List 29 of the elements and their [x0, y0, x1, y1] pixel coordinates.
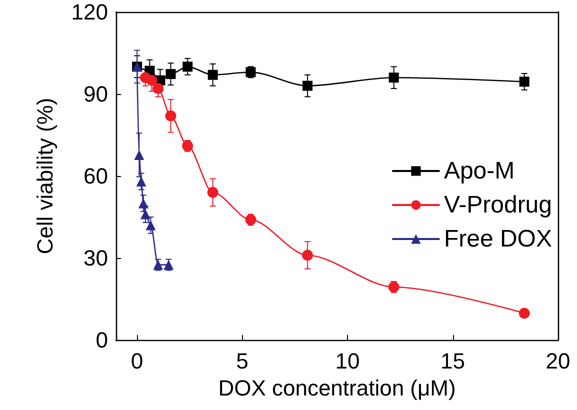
point — [245, 214, 256, 226]
point — [207, 186, 218, 198]
x-tick-label: 0 — [130, 348, 144, 374]
y-tick-label: 0 — [96, 328, 108, 352]
point — [182, 62, 193, 72]
point — [146, 220, 156, 230]
x-axis-title: DOX concentration (μM) — [218, 375, 456, 400]
point — [519, 76, 530, 87]
point — [166, 69, 176, 80]
legend-label: Apo-M — [444, 158, 515, 184]
point — [146, 74, 158, 86]
legend-label: Free DOX — [444, 226, 552, 252]
point — [302, 80, 313, 91]
y-axis-title: Cell viability (%) — [32, 98, 58, 254]
legend-label: V-Prodrug — [444, 192, 552, 218]
y-tick-label: 60 — [84, 164, 108, 188]
x-tick-label: 5 — [236, 348, 248, 374]
point — [165, 110, 176, 122]
point — [388, 72, 399, 83]
y-tick-label: 30 — [84, 246, 108, 270]
point — [518, 308, 530, 319]
x-tick-label: 15 — [440, 348, 466, 374]
point — [302, 250, 314, 261]
x-tick-label: 20 — [546, 348, 570, 374]
y-tick-label: 120 — [71, 0, 108, 24]
point — [134, 150, 144, 160]
x-tick-label: 10 — [335, 348, 360, 374]
y-tick-label: 90 — [84, 82, 108, 106]
point — [208, 70, 218, 80]
